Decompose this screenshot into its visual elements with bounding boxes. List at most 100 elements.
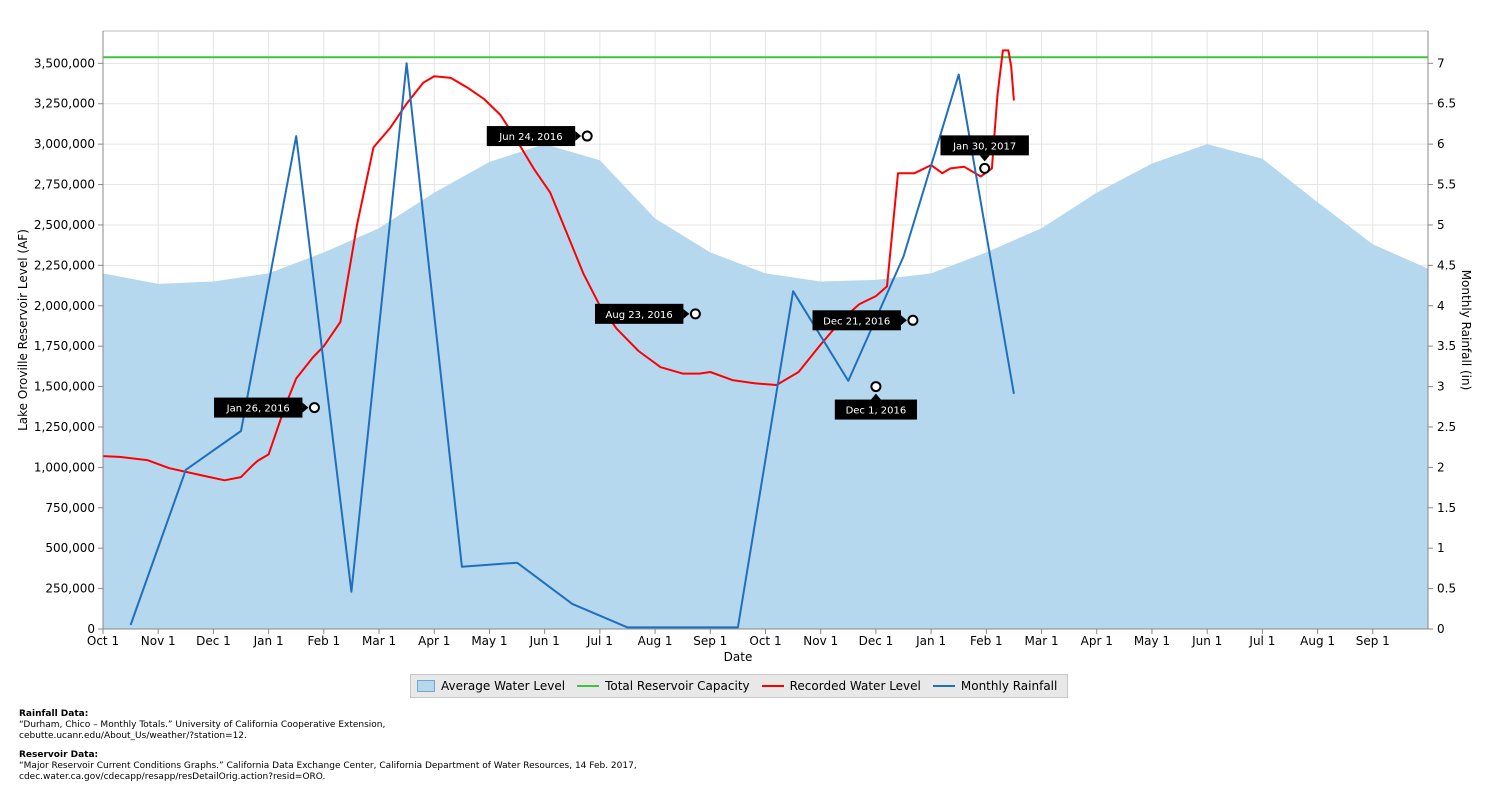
- reservoir-chart: 0 250,000 500,000 750,000 1,000,000 1,250,000…: [16, 30, 1473, 664]
- annotation-box: [812, 310, 901, 331]
- x-axis-tick-label: Nov 1: [803, 634, 838, 648]
- left-axis-tick-label: 2,000,000: [34, 299, 95, 313]
- left-axis-tick-label: 500,000: [45, 541, 95, 555]
- annotation-label: Jun 24, 2016: [498, 132, 562, 143]
- annotation-label: Jan 30, 2017: [952, 141, 1016, 152]
- x-axis-tick-label: Jun 1: [1191, 634, 1222, 648]
- reservoir-source-citation: “Major Reservoir Current Conditions Grap…: [19, 761, 637, 771]
- annotation-pointer: [870, 393, 881, 400]
- right-axis-tick-label: 1.5: [1437, 501, 1456, 515]
- right-axis-tick-label: 2: [1437, 460, 1445, 474]
- reservoir-source-heading: Reservoir Data:: [19, 750, 99, 760]
- annotation-marker: [979, 162, 991, 174]
- left-axis-tick-label: 3,500,000: [34, 56, 95, 70]
- x-axis-tick-label: Jul 1: [586, 634, 613, 648]
- right-axis-tick-label: 6.5: [1437, 97, 1456, 111]
- x-axis-tick-label: Mar 1: [362, 634, 396, 648]
- axes: 0 250,000 500,000 750,000 1,000,000 1,250,000…: [34, 31, 1456, 648]
- annotation-pointer: [979, 155, 990, 162]
- reservoir-source-url: cdec.water.ca.gov/cdecapp/resapp/resDeta…: [19, 772, 326, 782]
- x-axis-tick-label: Oct 1: [749, 634, 781, 648]
- legend-swatch-line: [761, 685, 784, 687]
- rainfall-source-citation: “Durham, Chico – Monthly Totals.” Univer…: [19, 720, 386, 730]
- data-sources: Rainfall Data: “Durham, Chico – Monthly …: [19, 709, 637, 791]
- legend-item-monthly-rainfall[interactable]: Monthly Rainfall: [932, 679, 1058, 693]
- x-axis-tick-label: Sep 1: [693, 634, 727, 648]
- x-axis-title: Date: [724, 650, 753, 664]
- average-water-level-area: [103, 144, 1428, 629]
- legend-item-total-reservoir-capacity[interactable]: Total Reservoir Capacity: [577, 679, 750, 693]
- monthly-rainfall-line: [129, 62, 1015, 629]
- x-axis-tick-label: Jun 1: [529, 634, 560, 648]
- annotation-marker: [907, 314, 919, 326]
- right-axis-tick-label: 5.5: [1437, 178, 1456, 192]
- annotation-callout: Dec 1, 2016: [834, 381, 918, 420]
- legend-item-recorded-water-level[interactable]: Recorded Water Level: [761, 679, 921, 693]
- annotation-box: [940, 135, 1029, 156]
- right-axis-tick-label: 0: [1437, 622, 1445, 636]
- right-axis-tick-label: 4.5: [1437, 258, 1456, 272]
- annotation-box: [214, 397, 303, 418]
- x-axis-tick-label: Jan 1: [915, 634, 946, 648]
- x-axis-tick-label: Apr 1: [418, 634, 450, 648]
- x-axis-tick-label: Aug 1: [638, 634, 673, 648]
- legend-item-average-water-level[interactable]: Average Water Level: [417, 679, 565, 693]
- annotation-callout: Jan 30, 2017: [940, 135, 1029, 174]
- annotation-marker: [581, 130, 593, 142]
- rainfall-source: Rainfall Data: “Durham, Chico – Monthly …: [19, 709, 637, 742]
- x-axis-tick-label: Oct 1: [87, 634, 119, 648]
- right-axis-tick-label: 1: [1437, 541, 1445, 555]
- left-axis-tick-label: 1,500,000: [34, 380, 95, 394]
- right-axis-tick-label: 0.5: [1437, 582, 1456, 596]
- reservoir-source: Reservoir Data: “Major Reservoir Current…: [19, 750, 637, 783]
- x-axis-tick-label: May 1: [1134, 634, 1170, 648]
- left-axis-title: Lake Oroville Reservoir Level (AF): [16, 229, 30, 431]
- x-axis-tick-label: Aug 1: [1300, 634, 1335, 648]
- annotation-pointer: [900, 315, 907, 326]
- right-axis-title: Monthly Rainfall (in): [1459, 270, 1473, 391]
- annotations: Jan 26, 2016 Jun 24, 2016 Aug 23, 2016 Dec …: [214, 126, 1029, 420]
- left-axis-tick-label: 0: [87, 622, 95, 636]
- right-axis-tick-label: 3: [1437, 380, 1445, 394]
- annotation-marker: [870, 381, 882, 393]
- x-axis-tick-label: Jan 1: [253, 634, 284, 648]
- x-axis-tick-label: Feb 1: [307, 634, 340, 648]
- rainfall-source-heading: Rainfall Data:: [19, 709, 89, 719]
- recorded-water-level-line: [102, 49, 1015, 482]
- x-axis-tick-label: Sep 1: [1356, 634, 1390, 648]
- left-axis-tick-label: 3,000,000: [34, 137, 95, 151]
- legend-label: Monthly Rainfall: [960, 679, 1058, 693]
- left-axis-tick-label: 2,500,000: [34, 218, 95, 232]
- left-axis-tick-label: 250,000: [45, 582, 95, 596]
- annotation-label: Aug 23, 2016: [606, 310, 673, 321]
- annotation-pointer: [683, 308, 690, 319]
- x-axis-tick-label: Apr 1: [1081, 634, 1113, 648]
- left-axis-tick-label: 750,000: [45, 501, 95, 515]
- x-axis-tick-label: Jul 1: [1248, 634, 1275, 648]
- annotation-pointer: [302, 402, 309, 413]
- annotation-box: [834, 399, 918, 420]
- rainfall-source-url: cebutte.ucanr.edu/About_Us/weather/?stat…: [19, 731, 247, 741]
- annotation-label: Jan 26, 2016: [226, 404, 290, 415]
- x-axis-tick-label: Nov 1: [141, 634, 176, 648]
- right-axis-tick-label: 4: [1437, 299, 1445, 313]
- chart-legend: Average Water Level Total Reservoir Capa…: [410, 674, 1069, 698]
- right-axis-tick-label: 6: [1437, 137, 1445, 151]
- legend-swatch-area: [417, 680, 435, 692]
- left-axis-tick-label: 2,250,000: [34, 258, 95, 272]
- legend-label: Average Water Level: [441, 679, 566, 693]
- left-axis-tick-label: 3,250,000: [34, 97, 95, 111]
- x-axis-tick-label: Mar 1: [1024, 634, 1058, 648]
- annotation-callout: Jan 26, 2016: [214, 397, 320, 418]
- annotation-callout: Jun 24, 2016: [486, 126, 593, 147]
- right-axis-tick-label: 2.5: [1437, 420, 1456, 434]
- right-axis-tick-label: 5: [1437, 218, 1445, 232]
- x-axis-tick-label: Dec 1: [196, 634, 231, 648]
- legend-swatch-line: [577, 685, 600, 687]
- left-axis-tick-label: 1,750,000: [34, 339, 95, 353]
- annotation-pointer: [575, 131, 582, 142]
- legend-label: Recorded Water Level: [789, 679, 921, 693]
- average-water-level-area: [103, 144, 1428, 629]
- legend-label: Total Reservoir Capacity: [605, 679, 750, 693]
- annotation-label: Dec 1, 2016: [846, 406, 907, 417]
